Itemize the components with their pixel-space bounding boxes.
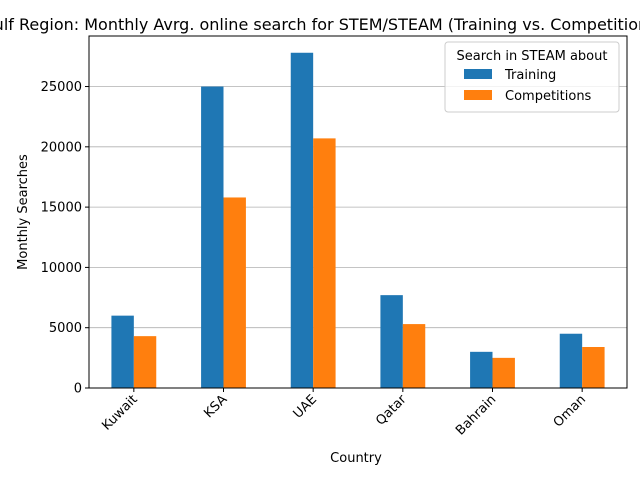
y-axis-ticks: 0 5000 10000 15000 20000 25000	[41, 80, 89, 397]
x-axis-label: Country	[330, 451, 382, 466]
bar-competitions-oman	[582, 346, 605, 388]
x-tick-label: UAE	[291, 392, 320, 421]
bar-training-ksa	[201, 86, 224, 389]
legend-label-training: Training	[504, 68, 556, 83]
bar-training-kuwait	[111, 315, 134, 388]
legend: Search in STEAM about Training Competitio…	[444, 41, 620, 113]
bars	[111, 52, 605, 389]
legend-swatch-training	[464, 69, 492, 79]
legend-items: Training Competitions	[464, 68, 592, 104]
bar-competitions-qatar	[402, 324, 426, 388]
x-tick-label: Kuwait	[99, 392, 140, 433]
bar-competitions-kuwait	[133, 336, 157, 388]
bar-competitions-ksa	[223, 197, 246, 388]
y-axis-label: Monthly Searches	[16, 154, 31, 270]
x-tick-label: Bahrain	[453, 392, 499, 438]
bar-competitions-uae	[313, 138, 336, 388]
x-tick-label: Oman	[551, 392, 589, 430]
bar-training-uae	[290, 52, 314, 389]
y-tick-label: 25000	[41, 80, 82, 95]
y-tick-label: 20000	[41, 140, 82, 155]
bar-training-oman	[559, 333, 583, 388]
legend-label-competitions: Competitions	[505, 89, 592, 104]
x-axis-ticks: Kuwait KSA UAE Qatar Bahrain Oman	[99, 388, 589, 438]
x-tick-label: Qatar	[373, 392, 410, 429]
bar-training-qatar	[380, 295, 403, 388]
legend-title: Search in STEAM about	[457, 49, 608, 64]
y-tick-label: 0	[74, 382, 82, 397]
chart-title: Gulf Region: Monthly Avrg. online search…	[0, 15, 640, 34]
y-tick-label: 5000	[49, 321, 82, 336]
bar-competitions-bahrain	[492, 357, 515, 388]
bar-training-bahrain	[470, 351, 493, 388]
plot-frame	[88, 35, 628, 389]
y-tick-label: 15000	[41, 201, 82, 216]
y-tick-label: 10000	[41, 261, 82, 276]
legend-swatch-competitions	[464, 90, 492, 100]
x-tick-label: KSA	[201, 392, 230, 421]
gridlines	[89, 86, 627, 389]
